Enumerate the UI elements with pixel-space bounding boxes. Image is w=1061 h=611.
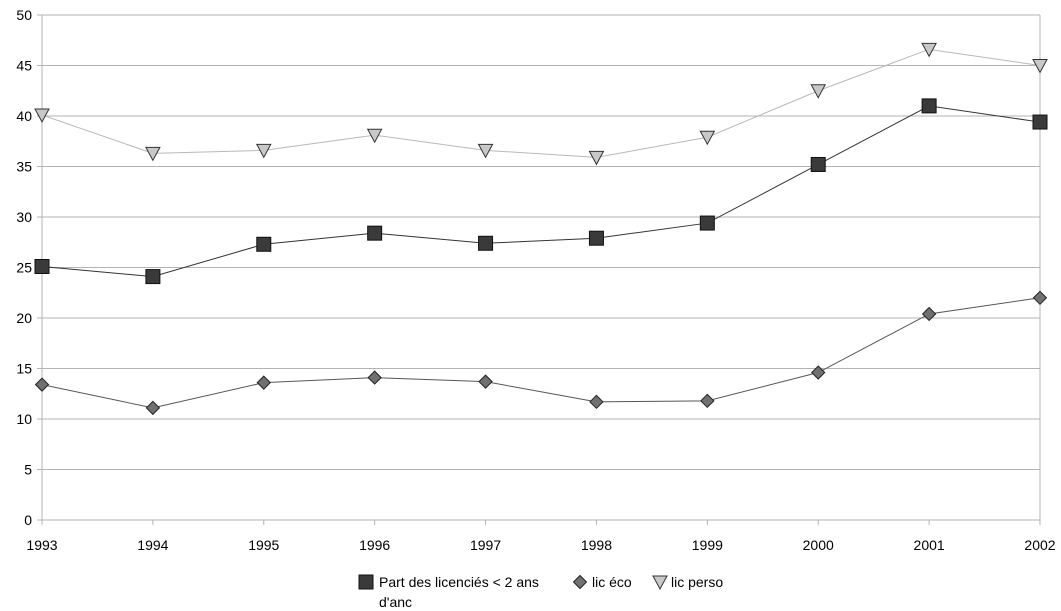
- legend-label: Part des licenciés < 2 ans d'anc: [379, 574, 539, 610]
- x-tick-label: 2002: [1024, 537, 1055, 553]
- legend-label: lic perso: [671, 574, 723, 590]
- series-line: [41, 297, 1041, 409]
- x-tick-label: 1994: [137, 537, 168, 553]
- x-tick-label: 2000: [803, 537, 834, 553]
- y-tick-label: 35: [16, 159, 32, 175]
- data-point: [145, 146, 161, 162]
- data-point: [367, 370, 382, 385]
- y-tick-label: 30: [16, 209, 32, 225]
- x-tick-label: 1993: [26, 537, 57, 553]
- y-tick-label: 10: [16, 411, 32, 427]
- data-point: [700, 393, 715, 409]
- x-tick-label: 1996: [359, 537, 390, 553]
- data-point: [477, 143, 494, 159]
- data-point: [811, 365, 826, 380]
- data-point: [367, 225, 383, 241]
- y-tick-label: 0: [24, 512, 32, 528]
- legend-item: lic perso: [652, 574, 723, 591]
- y-tick-label: 25: [16, 260, 32, 276]
- series-lines: [34, 42, 1048, 416]
- series-line: [41, 105, 1041, 278]
- data-point: [478, 374, 493, 389]
- data-point: [34, 377, 50, 392]
- data-point: [1032, 114, 1048, 130]
- data-point: [256, 236, 272, 252]
- data-point: [145, 400, 161, 416]
- data-point: [145, 269, 161, 285]
- x-tick-label: 1999: [692, 537, 723, 553]
- x-tick-label: 1995: [248, 537, 279, 553]
- x-tick-label: 1998: [581, 537, 612, 553]
- data-point: [921, 98, 937, 114]
- data-point: [478, 235, 494, 251]
- y-tick-label: 50: [16, 7, 32, 23]
- data-point: [589, 394, 604, 410]
- x-tick-label: 1997: [470, 537, 501, 553]
- square-icon: [358, 574, 374, 590]
- legend-label: lic éco: [592, 574, 632, 590]
- data-point: [588, 150, 605, 166]
- data-point: [810, 84, 827, 99]
- data-point: [256, 375, 271, 390]
- data-point: [34, 258, 50, 274]
- y-tick-label: 5: [24, 462, 32, 478]
- y-tick-label: 20: [16, 310, 32, 326]
- data-point: [34, 108, 50, 124]
- gridlines: [42, 14, 1040, 521]
- y-tick-label: 15: [16, 361, 32, 377]
- data-point: [921, 306, 937, 322]
- data-point: [699, 215, 715, 231]
- data-point: [255, 143, 272, 159]
- data-point: [810, 156, 826, 172]
- series-1: [34, 290, 1048, 416]
- legend-item: lic éco: [572, 574, 632, 590]
- data-point: [366, 128, 383, 144]
- legend-label-line: d'anc: [379, 594, 412, 610]
- legend-item: Part des licenciés < 2 ans d'anc: [358, 574, 539, 610]
- series-line: [41, 48, 1041, 158]
- diamond-icon: [572, 574, 588, 590]
- data-point: [1032, 59, 1048, 74]
- legend-label-line: Part des licenciés < 2 ans: [379, 574, 539, 590]
- data-point: [921, 42, 937, 58]
- y-tick-label: 45: [16, 58, 32, 74]
- axes: 0 5 10 15 20 25 30 35 40 45 50 1993 1994 1995 1996 1997…: [16, 7, 1055, 553]
- series-2: [34, 42, 1048, 166]
- data-point: [588, 230, 604, 246]
- triangle-down-icon: [652, 575, 668, 591]
- data-point: [1032, 290, 1048, 306]
- data-point: [699, 130, 716, 146]
- y-tick-label: 40: [16, 108, 32, 124]
- legend: Part des licenciés < 2 ans d'anc lic éco li…: [358, 574, 723, 610]
- series-0: [34, 98, 1048, 285]
- x-tick-label: 2001: [914, 537, 945, 553]
